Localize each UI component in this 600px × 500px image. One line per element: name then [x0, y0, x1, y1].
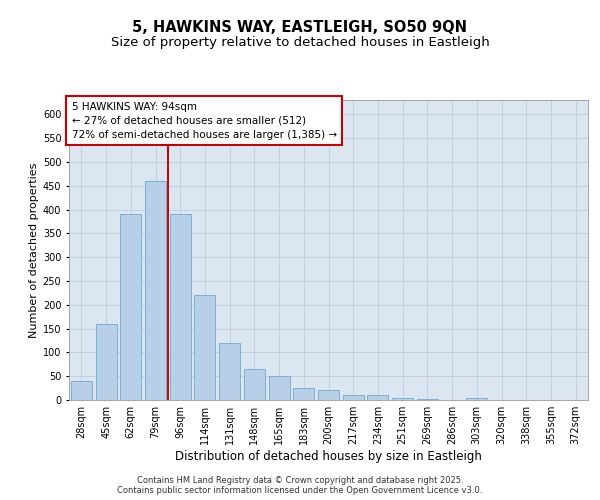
Bar: [95, 324, 116, 400]
X-axis label: Distribution of detached houses by size in Eastleigh: Distribution of detached houses by size …: [175, 450, 482, 463]
Bar: [417, 398, 438, 400]
Text: Contains HM Land Registry data © Crown copyright and database right 2025.
Contai: Contains HM Land Registry data © Crown c…: [118, 476, 482, 495]
Bar: [343, 395, 364, 400]
Bar: [170, 214, 191, 400]
Bar: [367, 395, 388, 400]
Bar: [120, 214, 141, 400]
Y-axis label: Number of detached properties: Number of detached properties: [29, 162, 38, 338]
Bar: [466, 398, 487, 400]
Bar: [318, 390, 339, 400]
Bar: [244, 369, 265, 400]
Text: Size of property relative to detached houses in Eastleigh: Size of property relative to detached ho…: [110, 36, 490, 49]
Text: 5 HAWKINS WAY: 94sqm
← 27% of detached houses are smaller (512)
72% of semi-deta: 5 HAWKINS WAY: 94sqm ← 27% of detached h…: [71, 102, 337, 140]
Bar: [194, 295, 215, 400]
Bar: [71, 381, 92, 400]
Bar: [293, 388, 314, 400]
Bar: [392, 398, 413, 400]
Text: 5, HAWKINS WAY, EASTLEIGH, SO50 9QN: 5, HAWKINS WAY, EASTLEIGH, SO50 9QN: [133, 20, 467, 35]
Bar: [145, 181, 166, 400]
Bar: [219, 343, 240, 400]
Bar: [269, 376, 290, 400]
